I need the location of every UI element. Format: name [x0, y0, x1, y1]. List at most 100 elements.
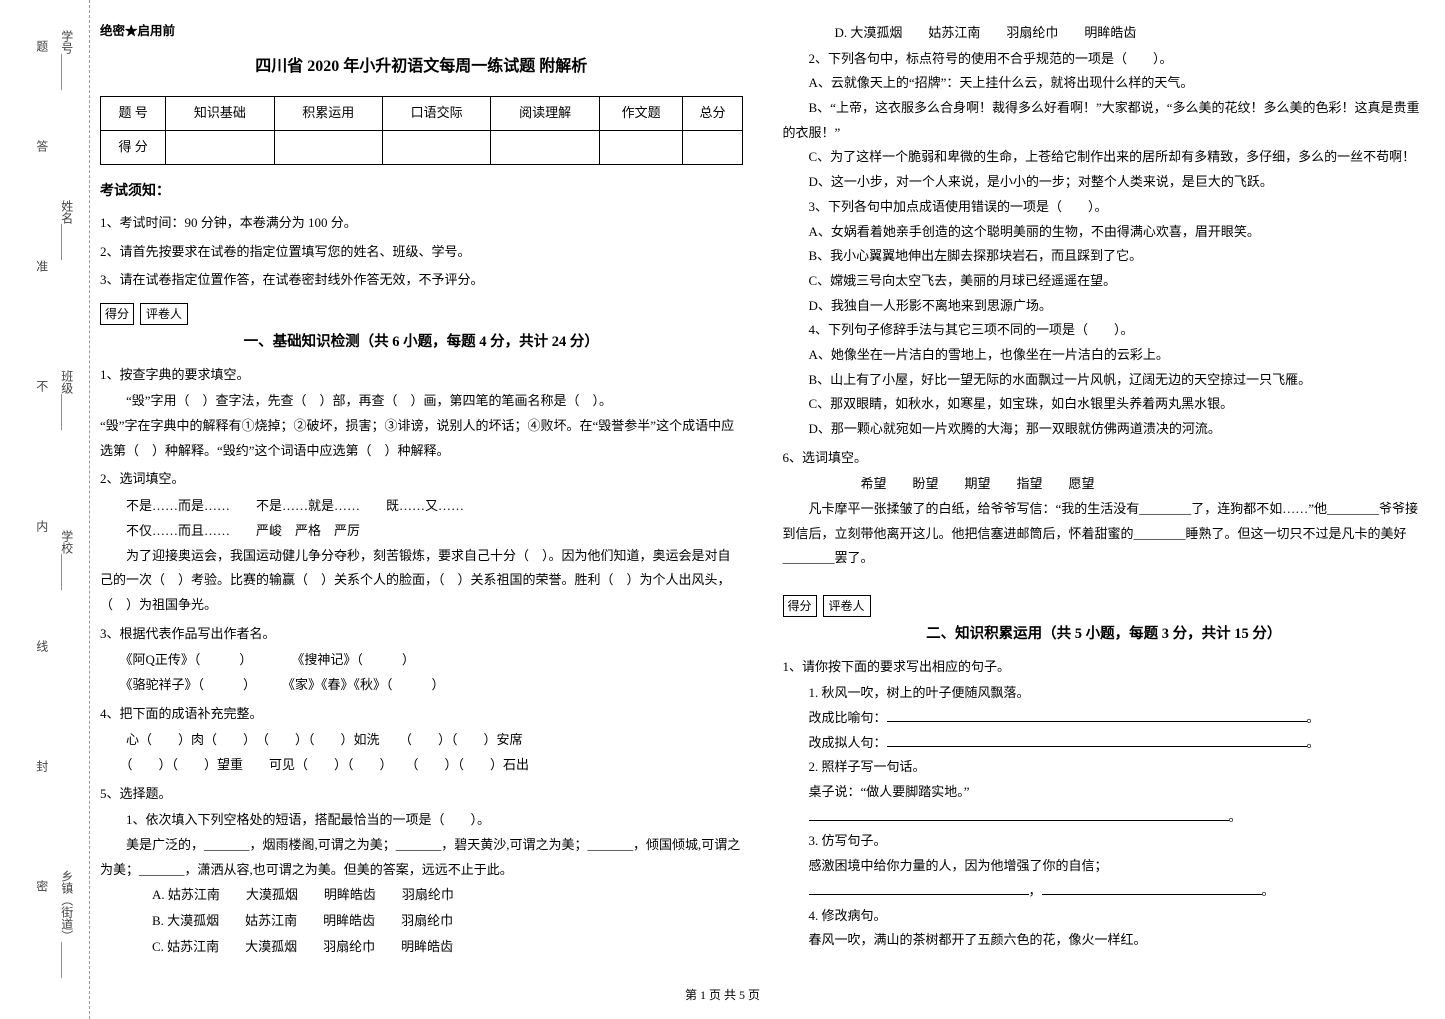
q2-stem: 2、选词填空。 [100, 467, 743, 492]
section2-title: 二、知识积累运用（共 5 小题，每题 3 分，共计 15 分） [783, 621, 1426, 649]
score-col: 知识基础 [166, 97, 274, 131]
margin-label: 姓名______ [55, 200, 78, 260]
q3-stem: 3、根据代表作品写出作者名。 [100, 622, 743, 647]
seal-label: 密 [30, 880, 53, 892]
seal-label: 内 [30, 520, 53, 532]
q5-2a: A、云就像天上的“招牌”：天上挂什么云，就将出现什么样的天气。 [783, 71, 1426, 96]
grader-box: 评卷人 [140, 303, 188, 325]
q4-line: 心（ ）肉（ ） （ ）（ ）如洗 （ ）（ ）安席 [100, 728, 743, 753]
margin-label: 学号______ [55, 30, 78, 90]
score-header-row: 题 号 知识基础 积累运用 口语交际 阅读理解 作文题 总分 [101, 97, 743, 131]
s2q1-l4: 2. 照样子写一句话。 [783, 755, 1426, 780]
q5-4c: C、那双眼睛，如秋水，如寒星，如宝珠，如白水银里头养着两丸黑水银。 [783, 392, 1426, 417]
score-col: 作文题 [599, 97, 683, 131]
score-col: 口语交际 [382, 97, 490, 131]
q6-stem: 6、选词填空。 [783, 446, 1426, 471]
binding-margin: 学号______ 姓名______ 班级______ 学校______ 乡镇（街… [0, 0, 90, 1019]
q3-line: 《骆驼祥子》（ ） 《家》《春》《秋》（ ） [100, 673, 743, 698]
blank-line [1042, 882, 1262, 895]
seal-label: 封 [30, 760, 53, 772]
column-left: 绝密★启用前 四川省 2020 年小升初语文每周一练试题 附解析 题 号 知识基… [100, 20, 743, 979]
score-cell [599, 130, 683, 164]
notice-item: 3、请在试卷指定位置作答，在试卷密封线外作答无效，不予评分。 [100, 268, 743, 293]
q6-opts: 希望 盼望 期望 指望 愿望 [783, 472, 1426, 497]
score-cell [382, 130, 490, 164]
score-row-label: 得 分 [101, 130, 166, 164]
q5-4b: B、山上有了小屋，好比一望无际的水面飘过一片风帆，辽阔无边的天空掠过一只飞雁。 [783, 368, 1426, 393]
q2-opts: 不仅……而且…… 严峻 严格 严厉 [100, 519, 743, 544]
q5-4: 4、下列句子修辞手法与其它三项不同的一项是（ ）。 [783, 318, 1426, 343]
blank-line [887, 734, 1307, 747]
label: 改成比喻句： [783, 710, 887, 725]
q5-2b: B、“上帝，这衣服多么合身啊！裁得多么好看啊！”大家都说，“多么美的花纹！多么美… [783, 96, 1426, 145]
s2q1-l1: 1. 秋风一吹，树上的叶子便随风飘落。 [783, 681, 1426, 706]
notice-heading: 考试须知： [100, 179, 743, 206]
score-value-row: 得 分 [101, 130, 743, 164]
score-box-row: 得分 评卷人 [100, 303, 743, 325]
grader-box: 评卷人 [823, 595, 871, 617]
seal-label: 不 [30, 380, 53, 392]
s2q1-l6: 3. 仿写句子。 [783, 829, 1426, 854]
q5-2d: D、这一小步，对一个人来说，是小小的一步；对整个人类来说，是巨大的飞跃。 [783, 170, 1426, 195]
score-box: 得分 [783, 595, 817, 617]
q4-stem: 4、把下面的成语补充完整。 [100, 702, 743, 727]
seal-label: 答 [30, 140, 53, 152]
s2q1-l5: 桌子说：“做人要脚踏实地。” [783, 780, 1426, 805]
q5-1-body: 美是广泛的，_______，烟雨楼阁,可谓之为美；_______，碧天黄沙,可谓… [100, 833, 743, 882]
score-cell [491, 130, 599, 164]
q5-opt-c: C. 姑苏江南 大漠孤烟 羽扇纶巾 明眸皓齿 [100, 935, 743, 960]
blank-line [809, 808, 1229, 821]
score-cell [274, 130, 382, 164]
q4-line: （ ）（ ）望重 可见（ ）（ ） （ ）（ ）石出 [100, 753, 743, 778]
q5-stem: 5、选择题。 [100, 782, 743, 807]
page-body: 绝密★启用前 四川省 2020 年小升初语文每周一练试题 附解析 题 号 知识基… [100, 20, 1425, 979]
q5-4d: D、那一颗心就宛如一片欢腾的大海；那一双眼就仿佛两道溃决的河流。 [783, 417, 1426, 442]
q5-opt-a: A. 姑苏江南 大漠孤烟 明眸皓齿 羽扇纶巾 [100, 883, 743, 908]
q3-line: 《阿Q正传》（ ） 《搜神记》（ ） [100, 648, 743, 673]
margin-label: 班级______ [55, 370, 78, 430]
q5-opt-b: B. 大漠孤烟 姑苏江南 明眸皓齿 羽扇纶巾 [100, 909, 743, 934]
s2q1-l3: 改成拟人句：。 [783, 731, 1426, 756]
score-box-row-2: 得分 评卷人 [783, 595, 1426, 617]
s2q1-blank2: ，。 [783, 879, 1426, 904]
notice-item: 2、请首先按要求在试卷的指定位置填写您的姓名、班级、学号。 [100, 240, 743, 265]
q1-line: “毁”字在字典中的解释有①烧掉；②破坏，损害；③诽谤，说别人的坏话；④败坏。在“… [100, 414, 743, 463]
score-table: 题 号 知识基础 积累运用 口语交际 阅读理解 作文题 总分 得 分 [100, 96, 743, 164]
seal-label: 题 [30, 40, 53, 52]
q5-3d: D、我独自一人形影不离地来到思源广场。 [783, 294, 1426, 319]
q5-3c: C、嫦娥三号向太空飞去，美丽的月球已经遥遥在望。 [783, 269, 1426, 294]
q5-3a: A、女娲看着她亲手创造的这个聪明美丽的生物，不由得满心欢喜，眉开眼笑。 [783, 220, 1426, 245]
q5-3b: B、我小心翼翼地伸出左脚去探那块岩石，而且踩到了它。 [783, 244, 1426, 269]
score-col: 题 号 [101, 97, 166, 131]
q1-line: “毁”字用（ ）查字法，先查（ ）部，再查（ ）画，第四笔的笔画名称是（ ）。 [100, 389, 743, 414]
page-footer: 第 1 页 共 5 页 [0, 984, 1445, 1007]
blank-line [809, 882, 1029, 895]
exam-title: 四川省 2020 年小升初语文每周一练试题 附解析 [100, 52, 743, 82]
s2q1-l9: 春风一吹，满山的茶树都开了五颜六色的花，像火一样红。 [783, 928, 1426, 953]
q2-opts: 不是……而是…… 不是……就是…… 既……又…… [100, 494, 743, 519]
q6-body: 凡卡摩平一张揉皱了的白纸，给爷爷写信：“我的生活没有________了，连狗都不… [783, 497, 1426, 571]
q5-4a: A、她像坐在一片洁白的雪地上，也像坐在一片洁白的云彩上。 [783, 343, 1426, 368]
q5-3: 3、下列各句中加点成语使用错误的一项是（ ）。 [783, 195, 1426, 220]
section1-title: 一、基础知识检测（共 6 小题，每题 4 分，共计 24 分） [100, 329, 743, 357]
secret-label: 绝密★启用前 [100, 20, 743, 44]
q5-1: 1、依次填入下列空格处的短语，搭配最恰当的一项是（ ）。 [100, 808, 743, 833]
s2q1-l7: 感激困境中给你力量的人，因为他增强了你的自信； [783, 854, 1426, 879]
score-col: 阅读理解 [491, 97, 599, 131]
seal-label: 线 [30, 640, 53, 652]
column-right: D. 大漠孤烟 姑苏江南 羽扇纶巾 明眸皓齿 2、下列各句中，标点符号的使用不合… [783, 20, 1426, 979]
q1-stem: 1、按查字典的要求填空。 [100, 363, 743, 388]
label: 改成拟人句： [783, 735, 887, 750]
seal-label: 准 [30, 260, 53, 272]
score-box: 得分 [100, 303, 134, 325]
score-cell [166, 130, 274, 164]
score-cell [683, 130, 742, 164]
q5-2: 2、下列各句中，标点符号的使用不合乎规范的一项是（ ）。 [783, 47, 1426, 72]
score-col: 积累运用 [274, 97, 382, 131]
q5-2c: C、为了这样一个脆弱和卑微的生命，上苍给它制作出来的居所却有多精致，多仔细，多么… [783, 145, 1426, 170]
s2q1-l2: 改成比喻句：。 [783, 706, 1426, 731]
s2q1-blank: 。 [783, 805, 1426, 830]
s2q1-l8: 4. 修改病句。 [783, 904, 1426, 929]
blank-line [887, 709, 1307, 722]
q2-line: 为了迎接奥运会，我国运动健儿争分夺秒，刻苦锻炼，要求自己十分（ ）。因为他们知道… [100, 544, 743, 618]
